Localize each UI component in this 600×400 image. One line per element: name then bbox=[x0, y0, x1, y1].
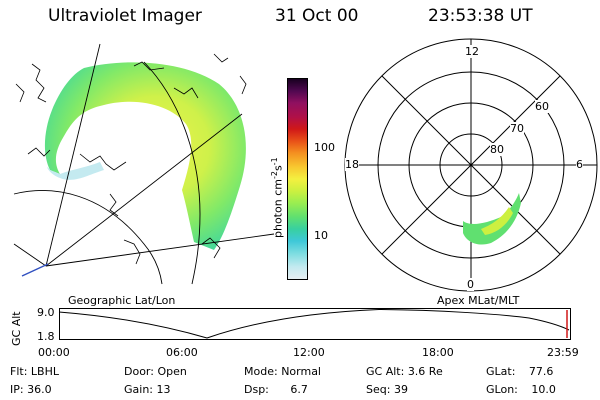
time-tick-0600: 06:00 bbox=[166, 346, 198, 359]
alt-tick-high: 9.0 bbox=[37, 306, 55, 319]
time-label: 23:53:38 UT bbox=[428, 6, 533, 26]
mlt-label-12: 12 bbox=[465, 45, 479, 58]
colorbar-unit-label: photon cm-2s-1 bbox=[270, 157, 285, 238]
altitude-curve bbox=[58, 308, 570, 339]
door-key: Door: bbox=[124, 365, 154, 378]
glon-key: GLon: bbox=[486, 383, 518, 396]
apex-caption: Apex MLat/MLT bbox=[437, 294, 520, 307]
flt-key: Flt: bbox=[10, 365, 28, 378]
time-tick-0000: 00:00 bbox=[38, 346, 70, 359]
aurora-band-polar bbox=[463, 193, 521, 245]
seq-key: Seq: bbox=[366, 383, 391, 396]
gcalt-key: GC Alt: bbox=[366, 365, 405, 378]
time-tick-1800: 18:00 bbox=[422, 346, 454, 359]
mlt-label-0: 0 bbox=[467, 278, 474, 291]
lat-label-70: 70 bbox=[510, 122, 524, 135]
unit-exp2: -1 bbox=[270, 157, 279, 166]
alt-tick-low: 1.8 bbox=[37, 330, 55, 343]
colorbar-tick-high: 100 bbox=[314, 141, 335, 154]
altitude-plot bbox=[58, 308, 571, 340]
colorbar-tick-low: 10 bbox=[314, 229, 328, 242]
aurora-band-geo bbox=[44, 62, 246, 250]
seq-value: 39 bbox=[393, 383, 408, 396]
polar-plot bbox=[344, 38, 598, 292]
glon-value: 10.0 bbox=[531, 383, 556, 396]
time-tick-1200: 12:00 bbox=[293, 346, 325, 359]
coastline bbox=[15, 53, 247, 265]
altitude-axis-label: GC Alt bbox=[10, 311, 23, 346]
dsp-value: 6.7 bbox=[290, 383, 308, 396]
unit-text: photon cm bbox=[271, 179, 285, 238]
time-tick-2359: 23:59 bbox=[547, 346, 579, 359]
geographic-caption: Geographic Lat/Lon bbox=[68, 294, 176, 307]
gcalt-value: 3.6 Re bbox=[407, 365, 443, 378]
instrument-title: Ultraviolet Imager bbox=[48, 6, 202, 26]
lat-label-80: 80 bbox=[490, 143, 504, 156]
lat-label-60: 60 bbox=[535, 100, 549, 113]
unit-exp1: -2 bbox=[270, 171, 279, 180]
date-label: 31 Oct 00 bbox=[275, 6, 359, 26]
gain-key: Gain: bbox=[124, 383, 153, 396]
gain-value: 13 bbox=[156, 383, 171, 396]
glat-value: 77.6 bbox=[528, 365, 554, 378]
ip-value: 36.0 bbox=[27, 383, 52, 396]
mlt-label-18: 18 bbox=[345, 158, 359, 171]
mode-value: Normal bbox=[281, 365, 321, 378]
mlt-label-6: 6 bbox=[576, 158, 583, 171]
mode-key: Mode: bbox=[244, 365, 278, 378]
unit-mid: s bbox=[271, 165, 285, 172]
geographic-map bbox=[13, 43, 275, 285]
colorbar bbox=[287, 78, 308, 280]
flt-value: LBHL bbox=[30, 365, 59, 378]
dsp-key: Dsp: bbox=[244, 383, 269, 396]
door-value: Open bbox=[157, 365, 187, 378]
ip-key: IP: bbox=[10, 383, 24, 396]
glat-key: GLat: bbox=[486, 365, 516, 378]
